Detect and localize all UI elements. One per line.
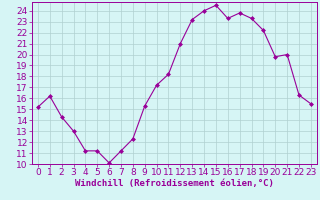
X-axis label: Windchill (Refroidissement éolien,°C): Windchill (Refroidissement éolien,°C) xyxy=(75,179,274,188)
